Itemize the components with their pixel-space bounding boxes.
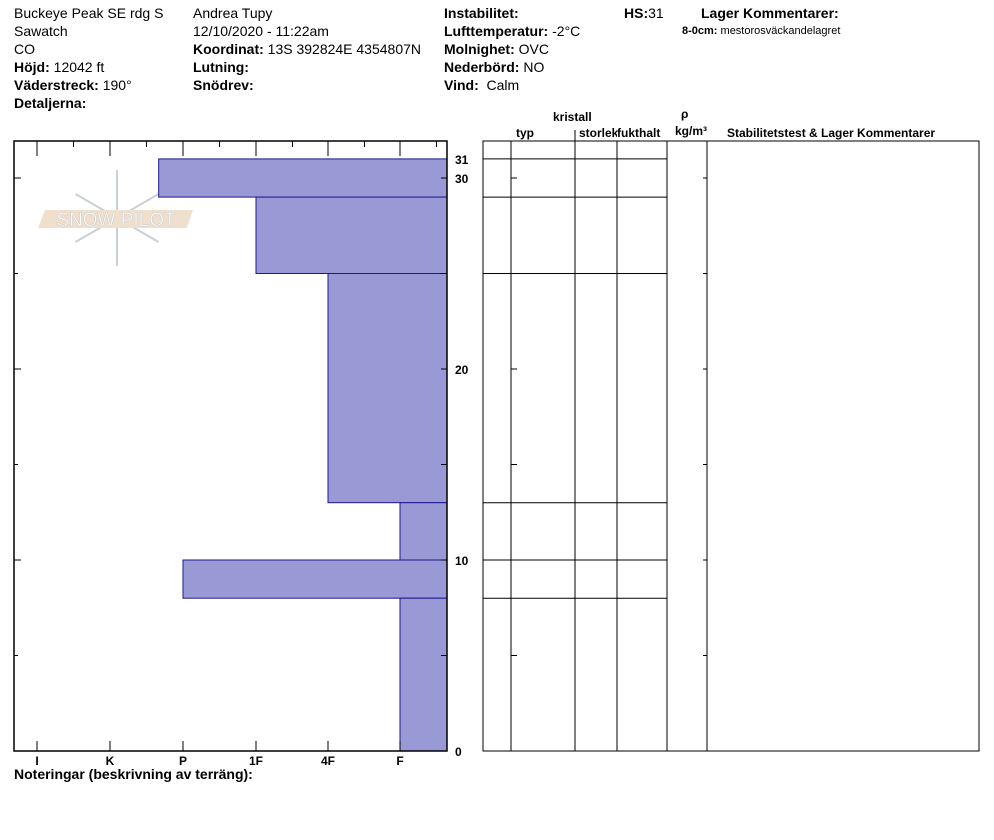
hardness-bar: [182, 559, 448, 599]
observer: Andrea Tupy: [193, 5, 273, 21]
col-moisture: fukthalt: [617, 126, 661, 140]
notes-label: Noteringar (beskrivning av terräng):: [14, 766, 253, 782]
hardness-bar: [327, 273, 448, 504]
chart-frame: [13, 140, 448, 752]
slope-label: Lutning:: [193, 59, 249, 75]
y-tick-label: 0: [455, 745, 462, 759]
hardness-bar: [399, 502, 448, 561]
layer-comments-label: Lager Kommentarer:: [701, 5, 839, 21]
aspect: Väderstreck: 190°: [14, 77, 132, 93]
x-tick-label: 4F: [321, 754, 335, 768]
x-tick-label: 1F: [249, 754, 263, 768]
coordinates: Koordinat: 13S 392824E 4354807N: [193, 41, 422, 57]
col-crystal: kristall: [553, 110, 592, 124]
col-density: kg/m³: [675, 124, 708, 138]
hardness-bar: [158, 158, 448, 198]
x-tick-label: P: [179, 754, 187, 768]
layer-grid-frame: [482, 140, 980, 752]
layer-comment: 8-0cm: mestorosväckandelagret: [682, 25, 841, 37]
hardness-bar: [399, 597, 448, 752]
datetime: 12/10/2020 - 11:22am: [193, 23, 329, 39]
x-tick-label: F: [396, 754, 403, 768]
location: Buckeye Peak SE rdg S: [14, 5, 164, 21]
wind: Vind: Calm: [444, 77, 520, 93]
col-type: typ: [516, 126, 534, 140]
precip: Nederbörd: NO: [444, 59, 545, 75]
air-temp: Lufttemperatur: -2°C: [444, 23, 581, 39]
col-stability: Stabilitetstest & Lager Kommentarer: [727, 126, 936, 140]
y-tick-label: 20: [455, 363, 469, 377]
instability-label: Instabilitet:: [444, 5, 519, 21]
logo-banner: [38, 210, 193, 228]
col-size: storlek: [579, 126, 617, 140]
elevation: Höjd: 12042 ft: [14, 59, 105, 75]
y-tick-label: 10: [455, 554, 469, 568]
range: Sawatch: [14, 23, 68, 39]
details-label: Detaljerna:: [14, 95, 87, 111]
x-tick-label: I: [35, 754, 38, 768]
logo-text: SNOW PILOT: [56, 210, 176, 231]
state: CO: [14, 41, 35, 57]
sky: Molnighet: OVC: [444, 41, 549, 57]
hardness-bar: [255, 196, 448, 275]
y-tick-label: 30: [455, 172, 469, 186]
snowpilot-logo: SNOW PILOT: [38, 170, 193, 266]
drift-label: Snödrev:: [193, 77, 254, 93]
x-tick-label: K: [106, 754, 115, 768]
y-tick-label: 31: [455, 153, 469, 167]
col-rho: ρ: [681, 107, 689, 121]
hs: HS:31: [624, 5, 664, 21]
